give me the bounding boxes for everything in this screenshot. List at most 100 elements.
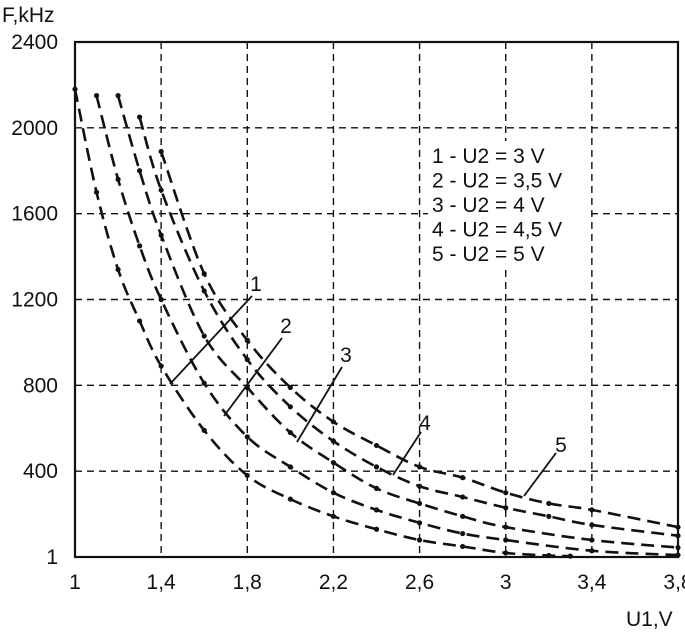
data-point: [460, 530, 466, 537]
data-point: [373, 464, 380, 470]
legend-entry: 5 - U2 = 5 V: [432, 243, 545, 266]
data-point: [589, 522, 595, 528]
data-point: [287, 429, 293, 436]
y-tick-label: 2000: [11, 117, 58, 140]
data-point: [158, 187, 164, 193]
y-tick-label: 1: [46, 546, 58, 569]
curve-label: 2: [280, 315, 292, 338]
data-point: [244, 472, 250, 479]
legend-entry: 4 - U2 = 4,5 V: [432, 219, 562, 242]
x-tick-label: 3,4: [577, 571, 607, 594]
curve-label: 3: [340, 344, 352, 367]
data-point: [416, 520, 423, 526]
data-point: [460, 543, 466, 550]
data-point: [330, 490, 337, 496]
data-point: [589, 507, 595, 513]
data-point: [115, 93, 121, 99]
series-line-5: [159, 151, 679, 529]
data-point: [137, 114, 143, 120]
x-tick-label: 1,8: [233, 571, 262, 594]
data-point: [244, 337, 250, 343]
data-point: [158, 232, 164, 238]
data-point: [589, 548, 595, 554]
legend-entry: 2 - U2 = 3,5 V: [432, 170, 562, 193]
data-point: [201, 380, 207, 386]
x-tick-label: 2,2: [319, 571, 348, 594]
y-tick-label: 2400: [11, 31, 58, 54]
data-point: [158, 148, 164, 155]
data-point: [503, 537, 509, 543]
tick-labels: 1 1,4 1,8 2,2 2,6 3 3,4 3,8 1 400 800 1200 1600 2000 2…: [11, 31, 685, 594]
curve-label: 5: [555, 434, 567, 457]
x-tick-label: 1,4: [147, 571, 177, 594]
data-point: [137, 168, 143, 174]
data-point: [330, 513, 337, 519]
data-point: [137, 318, 143, 324]
data-point: [373, 526, 380, 532]
data-point: [287, 404, 293, 410]
legend-entry: 1 - U2 = 3 V: [432, 145, 545, 168]
curve-label-pointer: [523, 452, 557, 497]
data-point: [373, 485, 380, 491]
y-tick-label: 1200: [11, 289, 58, 312]
data-point: [158, 363, 164, 369]
data-point: [93, 93, 100, 99]
data-point: [373, 507, 380, 513]
data-point: [503, 490, 509, 496]
x-tick-label: 1: [69, 571, 81, 594]
data-point: [460, 494, 466, 500]
data-point: [137, 243, 143, 249]
curve-label: 4: [419, 412, 431, 435]
series-line-4: [138, 116, 679, 537]
x-tick-label: 2,6: [405, 571, 434, 594]
curve-label-pointer: [169, 295, 253, 385]
curve-label-pointer: [296, 366, 343, 443]
x-tick-label: 3: [500, 571, 512, 594]
data-point: [330, 438, 337, 444]
y-axis-label: F,kHz: [2, 4, 55, 27]
data-point: [589, 537, 595, 543]
data-point: [201, 427, 207, 433]
y-tick-label: 400: [23, 460, 58, 483]
data-point: [115, 266, 121, 273]
data-point: [416, 464, 423, 470]
x-axis-label: U1,V: [626, 608, 673, 631]
curve-label: 1: [250, 273, 262, 296]
series-line-3: [116, 95, 679, 549]
data-point: [503, 550, 509, 556]
data-point: [201, 288, 207, 294]
data-point: [244, 356, 250, 363]
legend-box: [428, 141, 590, 269]
data-point: [115, 176, 121, 182]
data-point: [416, 537, 423, 543]
data-point: [503, 524, 509, 530]
y-tick-label: 1600: [11, 203, 58, 226]
curve-label-pointer: [392, 431, 422, 476]
data-point: [416, 500, 423, 507]
series-line-2: [95, 95, 679, 557]
data-point: [546, 500, 552, 507]
data-point: [201, 271, 207, 277]
data-point: [503, 505, 509, 511]
legend: 1 - U2 = 3 V2 - U2 = 3,5 V3 - U2 = 4 V4 …: [428, 141, 590, 269]
data-point: [244, 434, 250, 440]
data-point: [93, 189, 100, 195]
data-point: [330, 459, 337, 466]
series-lines: [72, 86, 681, 559]
data-point: [287, 464, 293, 470]
data-point: [416, 483, 423, 489]
data-point: [546, 513, 552, 519]
curve-labels: 12 3 4 5: [169, 273, 567, 497]
data-point: [287, 384, 293, 391]
data-point: [460, 513, 466, 519]
data-point: [460, 475, 466, 481]
x-tick-label: 3,8: [663, 571, 685, 594]
data-point: [201, 333, 207, 339]
data-point: [287, 496, 293, 502]
data-point: [330, 419, 337, 425]
data-point: [158, 296, 164, 303]
curve-label-pointer: [223, 337, 283, 417]
plot-frame: [73, 40, 680, 559]
data-point: [373, 442, 380, 449]
